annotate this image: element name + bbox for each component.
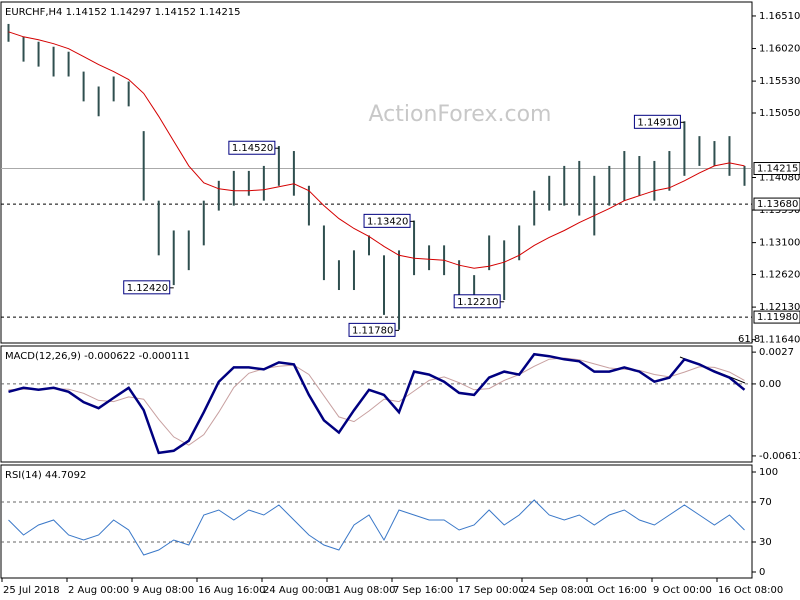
annotation-box xyxy=(453,294,501,309)
moving-average xyxy=(8,31,745,269)
x-tick-label: 9 Aug 08:00 xyxy=(133,585,194,596)
x-tick-label: 25 Jul 2018 xyxy=(3,585,60,596)
y-tick-label: 1.16020 xyxy=(759,44,800,55)
panel-title: MACD(12,26,9) -0.000622 -0.000111 xyxy=(5,351,190,362)
panel xyxy=(0,345,753,463)
y-tick-label: 1.11640 xyxy=(759,335,800,346)
watermark: ActionForex.com xyxy=(369,102,552,127)
level-label: 1.13680 xyxy=(757,199,798,210)
annotation-box xyxy=(228,140,276,155)
annotation-box xyxy=(123,280,171,295)
annotation-label: 1.11780 xyxy=(352,325,393,336)
panel xyxy=(0,1,753,344)
level-box xyxy=(753,310,800,324)
y-tick-label: 1.14080 xyxy=(759,172,800,183)
panel-title: RSI(14) 44.7092 xyxy=(5,470,86,481)
x-tick-label: 31 Aug 08:00 xyxy=(328,585,395,596)
level-label: 1.11980 xyxy=(757,312,798,323)
annotation-box xyxy=(348,322,396,337)
annotation-box xyxy=(633,114,681,129)
annotation-label: 1.12420 xyxy=(127,283,168,294)
y-tick-label: 1.13100 xyxy=(759,238,800,249)
y-tick-label: 1.16510 xyxy=(759,11,800,22)
y-tick-label: 0.0027 xyxy=(759,347,794,358)
panel-title: EURCHF,H4 1.14152 1.14297 1.14152 1.1421… xyxy=(5,7,241,18)
y-tick-label: 70 xyxy=(759,497,772,508)
x-tick-label: 16 Aug 16:00 xyxy=(198,585,265,596)
price-label: 1.14215 xyxy=(757,164,798,175)
x-tick-label: 1 Oct 16:00 xyxy=(588,585,647,596)
rsi-line xyxy=(8,499,745,556)
x-tick-label: 2 Aug 00:00 xyxy=(68,585,129,596)
x-tick-label: 9 Oct 00:00 xyxy=(653,585,712,596)
y-tick-label: 30 xyxy=(759,537,772,548)
annotation-label: 1.14910 xyxy=(637,117,678,128)
y-tick-label: 0.00 xyxy=(759,379,781,390)
y-tick-label: 1.12130 xyxy=(759,302,800,313)
x-tick-label: 17 Sep 00:00 xyxy=(458,585,525,596)
annotation-box xyxy=(363,213,411,228)
x-tick-label: 24 Aug 00:00 xyxy=(263,585,330,596)
y-tick-label: 1.15050 xyxy=(759,108,800,119)
x-tick-label: 7 Sep 16:00 xyxy=(393,585,453,596)
y-tick-label: 100 xyxy=(759,467,778,478)
x-tick-label: 24 Sep 08:00 xyxy=(523,585,590,596)
y-tick-label: -0.006114 xyxy=(759,451,800,462)
y-tick-label: 0 xyxy=(759,567,765,578)
x-tick-label: 16 Oct 08:00 xyxy=(718,585,783,596)
price-box xyxy=(753,162,800,176)
annotation-label: 1.14520 xyxy=(232,143,273,154)
macd-line xyxy=(8,352,746,455)
fib-label: 61.8 xyxy=(738,334,760,345)
panel xyxy=(0,464,753,579)
y-tick-label: 1.15530 xyxy=(759,76,800,87)
annotation-label: 1.13420 xyxy=(367,216,408,227)
annotation-label: 1.12210 xyxy=(457,297,498,308)
level-box xyxy=(753,197,800,211)
y-tick-label: 1.12620 xyxy=(759,270,800,281)
